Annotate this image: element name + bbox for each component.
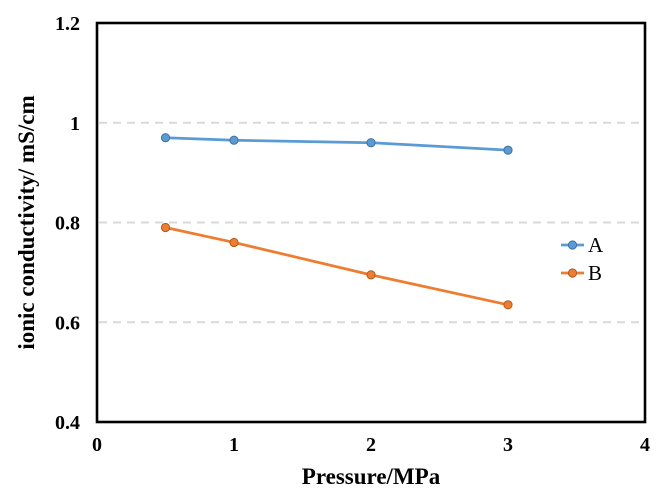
legend-A-label: A	[588, 233, 604, 257]
x-axis-title: Pressure/MPa	[302, 464, 441, 489]
series-B-marker	[229, 237, 239, 248]
y-tick-label: 0.4	[55, 412, 80, 434]
series-A-marker	[366, 138, 376, 148]
series-B-line	[164, 226, 510, 307]
series-B-marker	[366, 270, 376, 280]
y-axis-title: ionic conductivity/ mS/cm	[14, 95, 39, 349]
x-tick-label: 4	[640, 434, 650, 456]
x-tick-label: 0	[92, 434, 102, 456]
legend-B-label: B	[588, 261, 602, 285]
series-A-marker	[229, 135, 239, 145]
x-tick-label: 2	[366, 434, 376, 456]
plot-border	[95, 21, 647, 424]
y-tick-label: 0.6	[55, 312, 80, 334]
series-A-marker	[160, 133, 171, 143]
x-tick-label: 1	[229, 434, 239, 456]
series-B-marker	[160, 222, 171, 233]
legend-A-marker	[567, 240, 578, 250]
series-A-marker	[503, 145, 513, 155]
y-tick-label: 0.8	[55, 213, 80, 235]
series-B-marker	[503, 300, 513, 310]
series-A-line	[164, 136, 510, 152]
y-tick-label: 1	[70, 113, 80, 135]
y-tick-label: 1.2	[55, 13, 80, 35]
legend-B-marker	[567, 268, 578, 278]
x-tick-label: 3	[503, 434, 513, 456]
